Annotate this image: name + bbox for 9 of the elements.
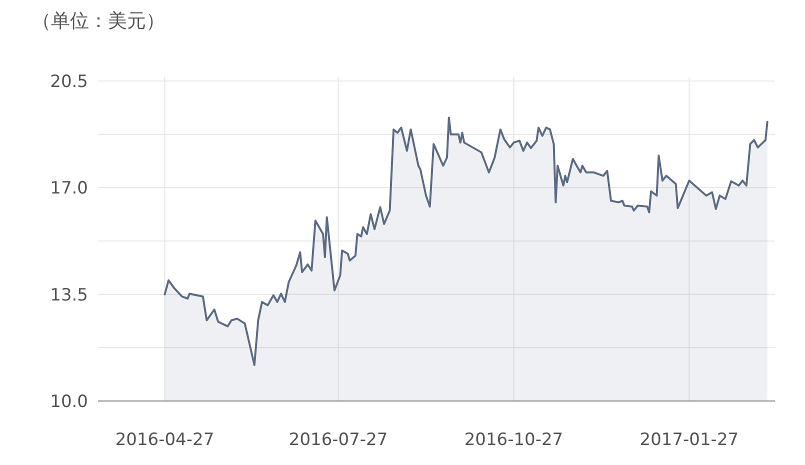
y-axis-title: （单位：美元） [32,10,165,32]
y-tick-label: 17.0 [50,178,88,199]
x-tick-label: 2016-04-27 [115,430,214,450]
y-tick-label: 13.5 [50,285,88,306]
y-tick-label: 20.5 [50,72,88,92]
x-tick-label: 2017-01-27 [640,430,739,450]
x-tick-label: 2016-07-27 [288,430,388,450]
y-tick-label: 10.0 [50,392,88,412]
x-tick-label: 2016-10-27 [464,430,564,450]
